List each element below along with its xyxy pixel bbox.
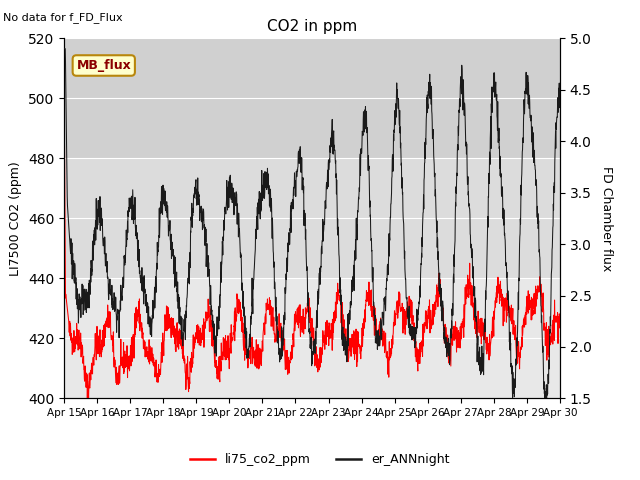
Title: CO2 in ppm: CO2 in ppm <box>267 20 357 35</box>
Text: No data for f_FD_Flux: No data for f_FD_Flux <box>3 12 123 23</box>
Text: MB_flux: MB_flux <box>76 59 131 72</box>
Y-axis label: LI7500 CO2 (ppm): LI7500 CO2 (ppm) <box>10 161 22 276</box>
Legend: li75_co2_ppm, er_ANNnight: li75_co2_ppm, er_ANNnight <box>186 448 454 471</box>
Bar <box>64 158 560 278</box>
Bar <box>64 38 560 158</box>
Y-axis label: FD Chamber flux: FD Chamber flux <box>600 166 612 271</box>
